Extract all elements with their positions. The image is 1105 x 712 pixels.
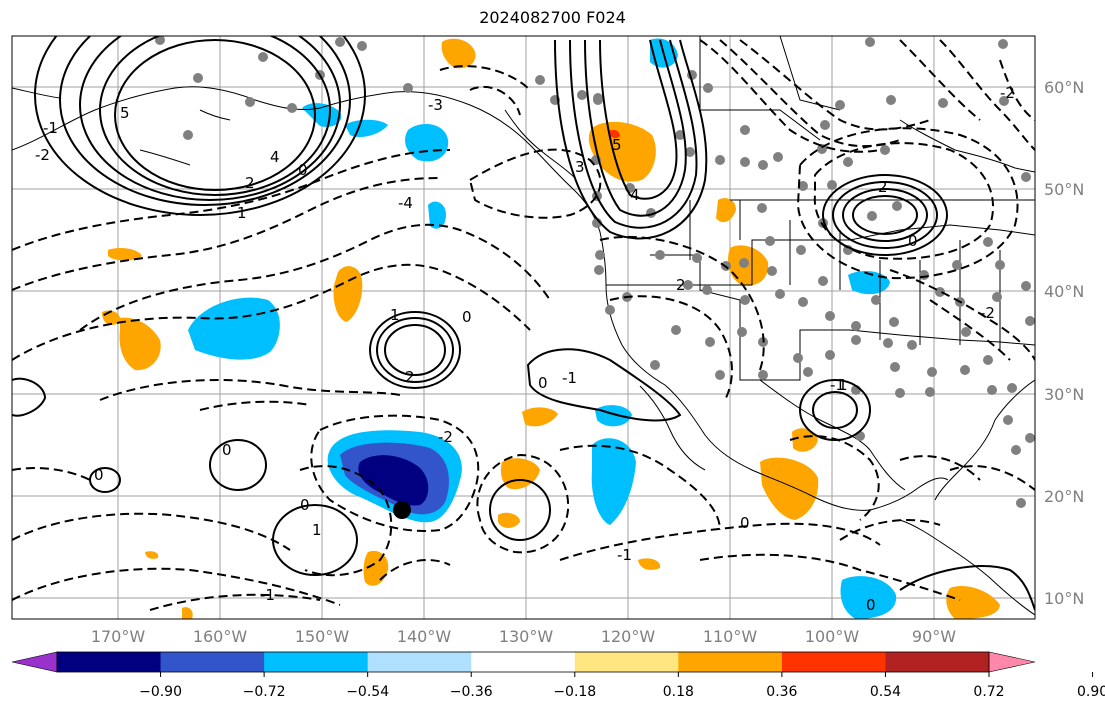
lat-label: 60°N <box>1044 78 1084 97</box>
colorbar-segment <box>57 652 162 672</box>
contour-label: 4 <box>630 186 640 204</box>
contour-labels: 5 4 2 1 0 -1 -2 -3 -4 2 1 0 -2 0 -1 0 1 … <box>35 84 1015 614</box>
colorbar-tick-labels: −0.90 −0.72 −0.54 −0.36 −0.18 0.18 0.36 0.54 0.7… <box>139 672 1105 700</box>
colorbar-segment <box>367 652 472 672</box>
contour-label: 0 <box>94 466 104 484</box>
lat-label: 20°N <box>1044 487 1084 506</box>
contour-label: 2 <box>245 174 255 192</box>
lon-label: 120°W <box>601 627 656 646</box>
contour-label: -2 <box>35 146 50 164</box>
contour-label: -2 <box>1000 84 1015 102</box>
lon-label: 90°W <box>912 627 956 646</box>
colorbar-extend-max <box>988 651 1036 673</box>
contour-label: 1 <box>390 306 400 324</box>
lat-label: 30°N <box>1044 385 1084 404</box>
contours-negative <box>12 39 1035 611</box>
contour-label: 5 <box>612 136 622 154</box>
colorbar-border <box>56 651 990 673</box>
lat-label: 40°N <box>1044 282 1084 301</box>
contour-label: 0 <box>300 496 310 514</box>
contour-label: 1 <box>312 521 322 539</box>
lon-label: 150°W <box>295 627 350 646</box>
colorbar-segment <box>471 652 576 672</box>
contour-label: 0 <box>222 441 232 459</box>
colorbar-tick-label: −0.90 <box>139 684 182 700</box>
contour-label: -3 <box>428 96 443 114</box>
contour-label: -1 <box>562 369 577 387</box>
colorbar-tick-label: −0.54 <box>346 684 389 700</box>
contour-label: -2 <box>438 428 453 446</box>
colorbar-tick-label: 0.72 <box>973 684 1004 700</box>
colorbar-segment <box>160 652 265 672</box>
contour-label: 2 <box>405 368 415 386</box>
lat-label: 10°N <box>1044 589 1084 608</box>
colorbar-segment <box>781 652 886 672</box>
lon-label: 170°W <box>91 627 146 646</box>
contour-label: 2 <box>676 276 686 294</box>
colorbar-tick-label: −0.72 <box>243 684 286 700</box>
colorbar-tick-label: 0.90 <box>1077 684 1105 700</box>
colorbar-tick-label: 0.36 <box>766 684 797 700</box>
contour-label: 0 <box>538 374 548 392</box>
contour-label: 5 <box>120 104 130 122</box>
storm-center-marker <box>393 501 411 519</box>
contour-label: 0 <box>740 514 750 532</box>
contour-label: 0 <box>908 232 918 250</box>
contour-label: 0 <box>298 161 308 179</box>
colorbar-segment <box>885 652 990 672</box>
contour-label: -1 <box>43 119 58 137</box>
lon-label: 130°W <box>499 627 554 646</box>
colorbar-tick-label: −0.18 <box>553 684 596 700</box>
contours-positive <box>12 36 1035 611</box>
contour-label: -2 <box>980 304 995 322</box>
colorbar-tick-label: 0.18 <box>663 684 694 700</box>
contour-label: 2 <box>878 178 888 196</box>
colorbar-segment <box>264 652 369 672</box>
contour-label: 0 <box>866 596 876 614</box>
contour-label: 3 <box>575 158 585 176</box>
contour-label: -1 <box>617 546 632 564</box>
colorbar-extend-min <box>11 651 58 673</box>
station-markers <box>155 36 1035 508</box>
lon-label: 140°W <box>397 627 452 646</box>
latitude-labels: 60°N 50°N 40°N 30°N 20°N 10°N <box>1044 78 1084 608</box>
map-frame <box>11 35 1036 620</box>
colorbar <box>11 651 1036 673</box>
map-background <box>12 36 1035 619</box>
colorbar-segment <box>574 652 679 672</box>
contour-label: 0 <box>462 308 472 326</box>
contour-label: 1 <box>838 376 848 394</box>
colorbar-tick-label: 0.54 <box>870 684 901 700</box>
lon-label: 110°W <box>703 627 758 646</box>
contour-label: 4 <box>270 148 280 166</box>
contour-label: -4 <box>398 194 413 212</box>
colorbar-tick-label: −0.36 <box>450 684 493 700</box>
longitude-labels: 170°W 160°W 150°W 140°W 130°W 120°W 110°… <box>91 627 956 646</box>
lon-label: 160°W <box>193 627 248 646</box>
contour-label: 1 <box>237 204 247 222</box>
colorbar-segment <box>678 652 783 672</box>
lon-label: 100°W <box>805 627 860 646</box>
contour-label: -1 <box>830 376 845 394</box>
lat-label: 50°N <box>1044 180 1084 199</box>
map-title: 2024082700 F024 <box>479 8 626 27</box>
shading-positive <box>102 38 1000 619</box>
contour-label: -1 <box>260 586 275 604</box>
